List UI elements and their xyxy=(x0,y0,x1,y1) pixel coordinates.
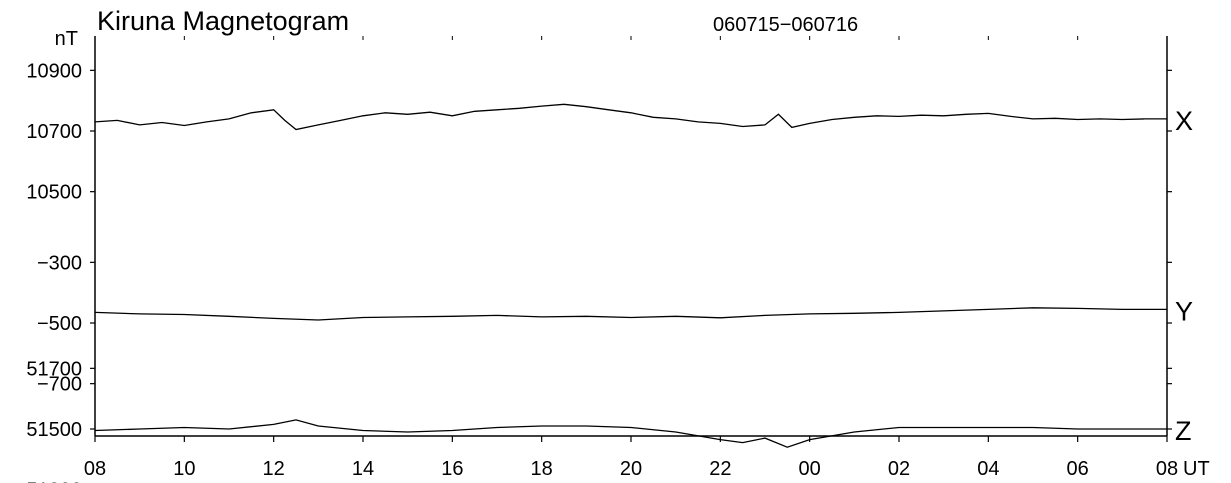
x-tick-label: 10 xyxy=(173,458,195,480)
x-tick-label: 00 xyxy=(799,458,821,480)
x-tick-label: 16 xyxy=(441,458,463,480)
y-tick-label: 51700 xyxy=(26,358,82,380)
y-tick-label: 51500 xyxy=(26,419,82,441)
series-line-y xyxy=(94,307,1167,321)
x-tick-label: 06 xyxy=(1067,458,1089,480)
plot-frame xyxy=(94,36,1168,437)
x-axis-unit-label: UT xyxy=(1183,458,1210,480)
x-tick-label: 18 xyxy=(531,458,553,480)
y-tick-label: 10900 xyxy=(26,60,82,82)
x-axis-tick-labels: 08 10 12 14 16 18 20 22 00 02 04 06 08 xyxy=(84,458,1178,480)
x-axis-ticks xyxy=(94,36,1168,442)
series-name-x: X xyxy=(1175,106,1193,136)
x-tick-label: 20 xyxy=(620,458,642,480)
date-range: 060715−060716 xyxy=(713,14,859,36)
x-tick-label: 08 xyxy=(1156,458,1178,480)
series-names: X Y Z xyxy=(1175,106,1193,446)
y-axis-unit-label: nT xyxy=(55,28,78,50)
x-tick-label: 22 xyxy=(709,458,731,480)
x-tick-label: 08 xyxy=(84,458,106,480)
y-tick-label: −300 xyxy=(37,252,82,274)
chart-title: Kiruna Magnetogram xyxy=(97,6,350,36)
y-tick-label: −500 xyxy=(37,313,82,335)
y-tick-label: 10500 xyxy=(26,182,82,204)
x-tick-label: 14 xyxy=(352,458,374,480)
series-name-y: Y xyxy=(1175,296,1193,326)
y-tick-label: 51300 xyxy=(26,480,82,483)
x-tick-label: 12 xyxy=(263,458,285,480)
series-line-x xyxy=(94,103,1167,131)
series-line-z xyxy=(94,419,1167,448)
series-lines xyxy=(94,103,1167,448)
x-tick-label: 02 xyxy=(888,458,910,480)
x-tick-label: 04 xyxy=(977,458,999,480)
y-tick-label: −700 xyxy=(37,374,82,396)
y-tick-label: 10700 xyxy=(26,121,82,143)
series-name-z: Z xyxy=(1175,416,1192,446)
